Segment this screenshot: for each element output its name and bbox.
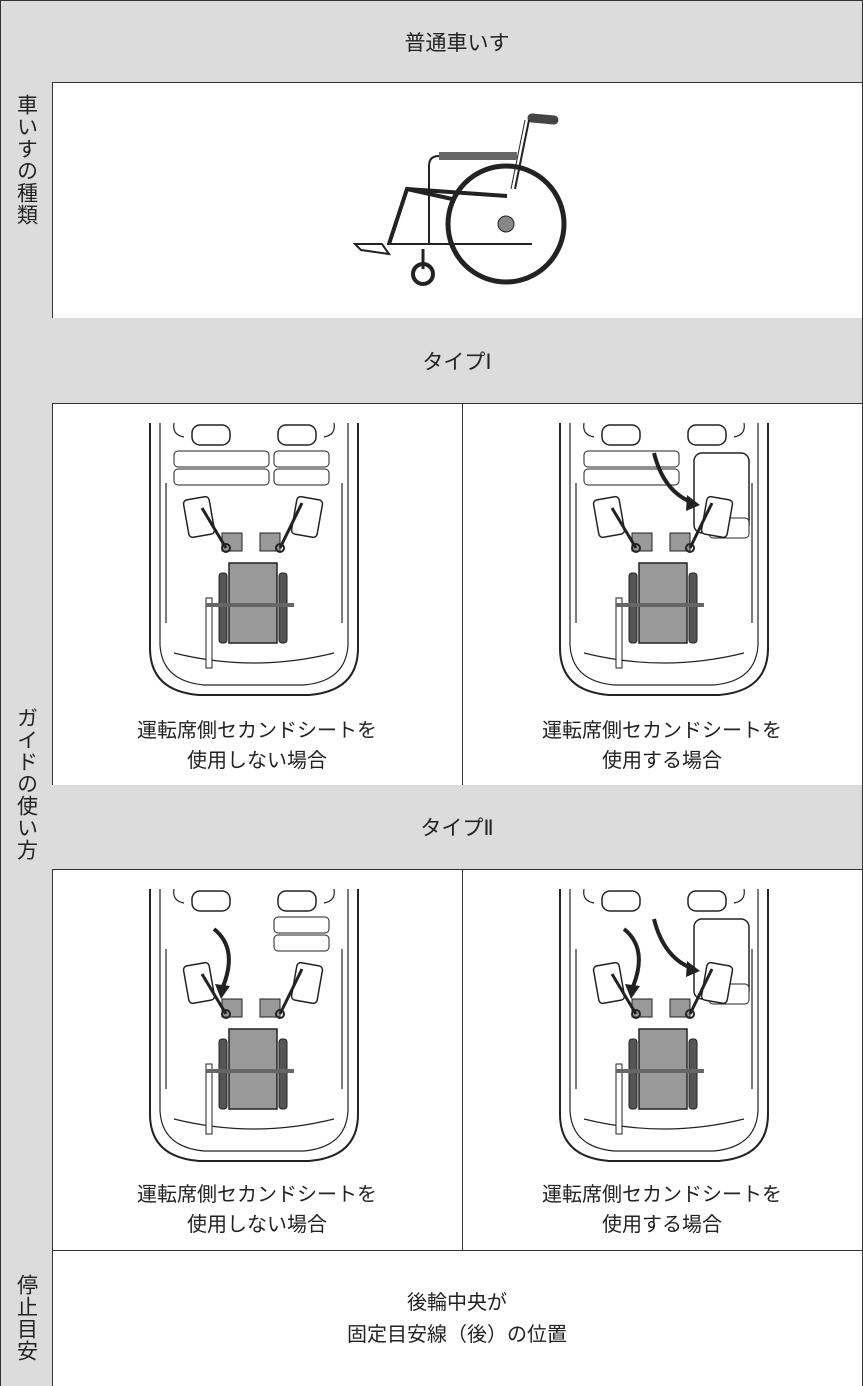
type-header-cell: タイプⅡ: [52, 785, 863, 870]
caption-line: 使用しない場合: [187, 1212, 327, 1236]
type-title: タイプⅡ: [420, 816, 494, 840]
car-illustration: [554, 889, 774, 1164]
case-cell: 運転席側セカンドシートを 使用する場合: [462, 869, 863, 1251]
wheelchair-illustration: [352, 113, 567, 286]
caption: 運転席側セカンドシートを 使用する場合: [462, 1179, 862, 1239]
type-title: タイプⅠ: [422, 349, 492, 374]
caption-line: 使用する場合: [602, 748, 722, 772]
caption-line: 運転席側セカンドシートを: [542, 718, 782, 742]
caption: 運転席側セカンドシートを 使用する場合: [462, 715, 862, 775]
row-label: 停止目安: [14, 1274, 39, 1362]
wheelchair-cell: [52, 82, 863, 319]
caption-line: 使用する場合: [602, 1212, 722, 1236]
car-illustration: [144, 423, 364, 698]
stop-guide-line: 固定目安線（後）の位置: [347, 1322, 567, 1346]
case-cell: 運転席側セカンドシートを 使用しない場合: [52, 869, 463, 1251]
row-label-cell: 車いすの種類: [1, 1, 53, 319]
caption-line: 使用しない場合: [187, 748, 327, 772]
row-label-cell: 停止目安: [1, 1250, 53, 1386]
case-cell: 運転席側セカンドシートを 使用する場合: [462, 403, 863, 786]
row-label: 車いすの種類: [14, 93, 39, 226]
caption-line: 運転席側セカンドシートを: [137, 718, 377, 742]
case-cell: 運転席側セカンドシートを 使用しない場合: [52, 403, 463, 786]
header-cell: 普通車いす: [52, 1, 863, 83]
stop-guide-cell: 後輪中央が 固定目安線（後）の位置: [52, 1250, 863, 1386]
header: 普通車いす: [404, 30, 510, 55]
caption-line: 運転席側セカンドシートを: [542, 1182, 782, 1206]
stop-guide-line: 後輪中央が: [407, 1290, 507, 1314]
row-label: ガイドの使い方: [14, 707, 39, 861]
type-header-cell: タイプⅠ: [52, 318, 863, 404]
caption: 運転席側セカンドシートを 使用しない場合: [52, 715, 462, 775]
caption: 運転席側セカンドシートを 使用しない場合: [52, 1179, 462, 1239]
car-illustration: [144, 889, 364, 1164]
caption-line: 運転席側セカンドシートを: [137, 1182, 377, 1206]
row-label-cell: ガイドの使い方: [1, 318, 53, 1251]
car-illustration: [554, 423, 774, 698]
